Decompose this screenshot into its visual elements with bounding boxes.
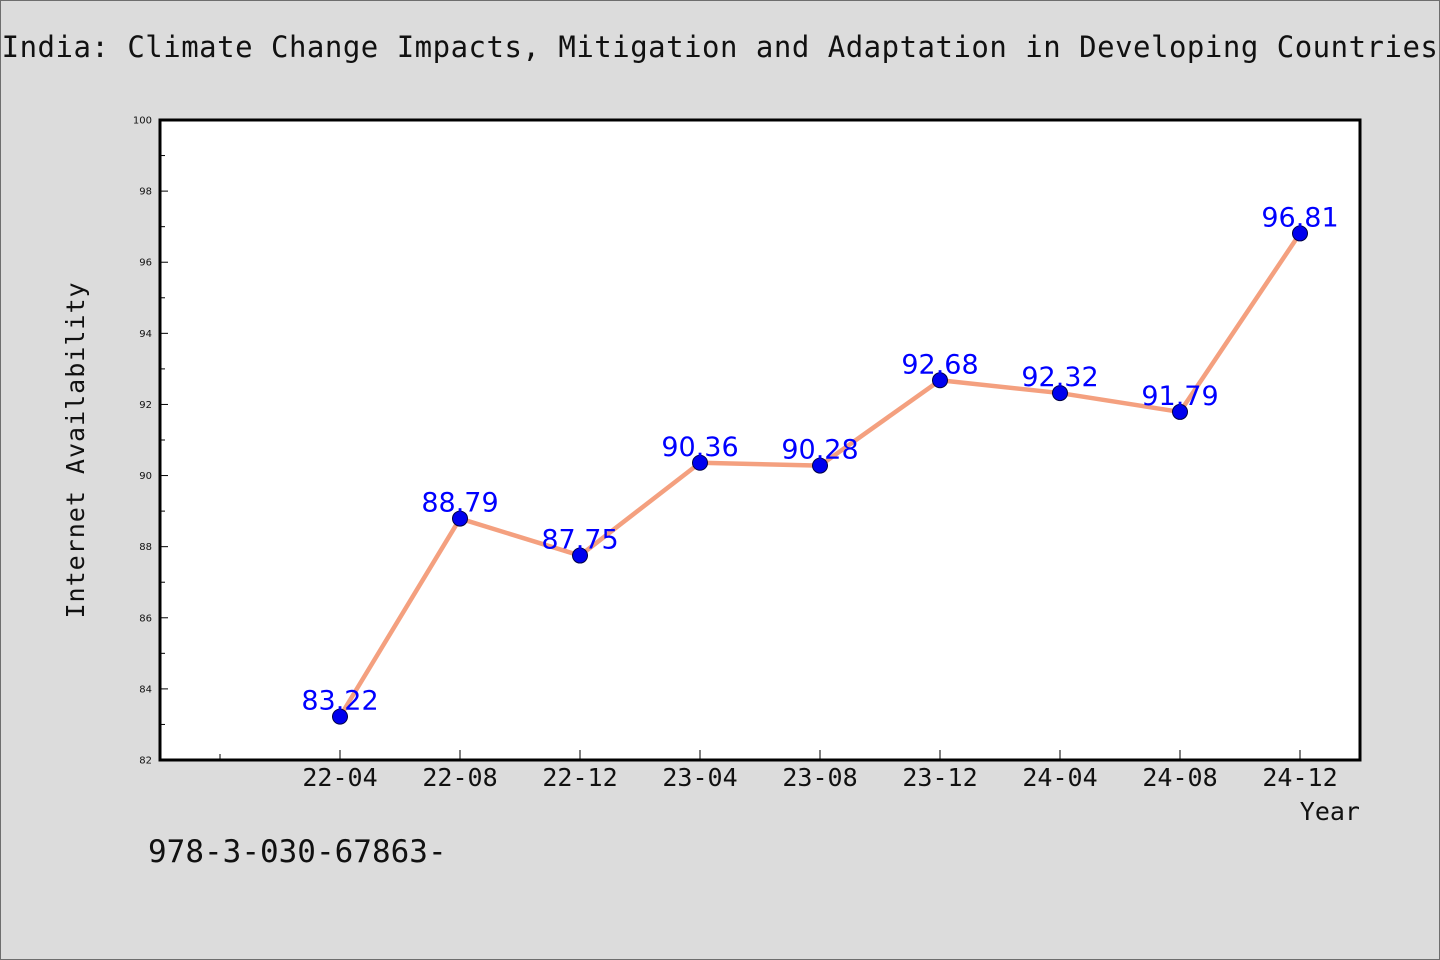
- y-tick-label: 98: [139, 187, 152, 198]
- x-tick-label: 22-04: [302, 763, 377, 792]
- y-tick-label: 90: [139, 471, 152, 482]
- data-point: [572, 547, 588, 564]
- x-tick-label: 24-08: [1142, 763, 1217, 792]
- y-tick-label: 100: [133, 116, 152, 127]
- y-tick-label: 92: [139, 400, 152, 411]
- x-tick-label: 22-12: [542, 763, 617, 792]
- footer-note: 978-3-030-67863-: [148, 834, 447, 870]
- x-tick-label: 24-04: [1022, 763, 1097, 792]
- data-label: 87.75: [541, 525, 618, 556]
- y-axis: 82 84 86 88 90 92 94 96 98 100: [133, 116, 168, 767]
- x-tick-label: 23-08: [782, 763, 857, 792]
- y-tick-label: 94: [139, 329, 152, 340]
- data-point: [1172, 403, 1188, 420]
- data-label: 92.68: [901, 349, 978, 380]
- data-point: [932, 372, 948, 389]
- x-axis: 22-04 22-08 22-12 23-04 23-08 23-12 24-04 24-08…: [219, 750, 1338, 792]
- x-tick-label: 24-12: [1262, 763, 1337, 792]
- data-label: 96.81: [1261, 202, 1338, 233]
- data-label: 88.79: [421, 488, 498, 519]
- data-point: [1292, 225, 1308, 242]
- y-tick-label: 86: [139, 613, 152, 624]
- x-tick-label: 23-04: [662, 763, 737, 792]
- data-label: 92.32: [1021, 362, 1098, 393]
- plot-area: [158, 118, 1362, 762]
- y-tick-label: 84: [139, 684, 152, 695]
- data-point: [1052, 385, 1068, 402]
- chart-title: India: Climate Change Impacts, Mitigatio…: [1, 30, 1439, 64]
- y-axis-label: Internet Availability: [61, 281, 90, 618]
- x-tick-label: 23-12: [902, 763, 977, 792]
- y-tick-label: 82: [139, 756, 152, 767]
- x-tick-label: 22-08: [422, 763, 497, 792]
- data-label: 83.22: [301, 686, 378, 717]
- data-label: 90.36: [661, 432, 738, 463]
- series-internet-availability: 83.22 88.79 87.75 90.36 90.28 92.68 92.32 91.79…: [301, 202, 1339, 725]
- data-point: [452, 510, 468, 527]
- y-tick-label: 88: [139, 542, 152, 553]
- data-point: [812, 457, 828, 474]
- y-tick-label: 96: [139, 258, 152, 269]
- data-point: [332, 708, 348, 725]
- x-axis-label: Year: [1300, 797, 1360, 826]
- data-label: 90.28: [781, 435, 858, 466]
- data-point: [692, 454, 708, 471]
- data-label: 91.79: [1141, 381, 1218, 412]
